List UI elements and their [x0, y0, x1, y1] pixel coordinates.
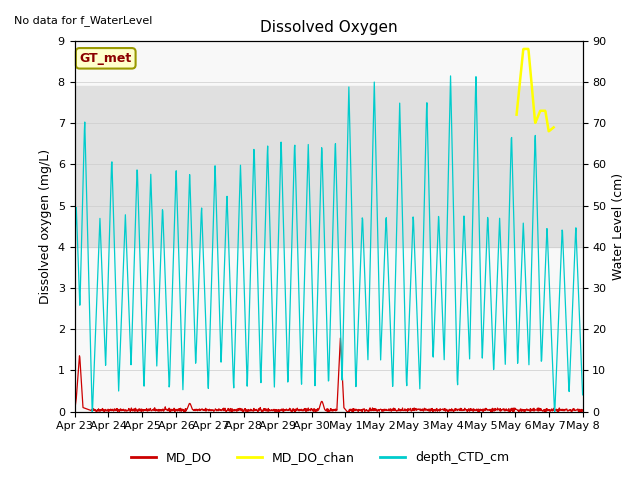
- Title: Dissolved Oxygen: Dissolved Oxygen: [260, 20, 397, 36]
- Text: GT_met: GT_met: [79, 52, 132, 65]
- Bar: [74, 86, 582, 247]
- Legend: MD_DO, MD_DO_chan, depth_CTD_cm: MD_DO, MD_DO_chan, depth_CTD_cm: [126, 446, 514, 469]
- Y-axis label: Dissolved oxygen (mg/L): Dissolved oxygen (mg/L): [39, 149, 52, 304]
- Y-axis label: Water Level (cm): Water Level (cm): [612, 173, 625, 280]
- Text: No data for f_WaterLevel: No data for f_WaterLevel: [13, 15, 152, 26]
